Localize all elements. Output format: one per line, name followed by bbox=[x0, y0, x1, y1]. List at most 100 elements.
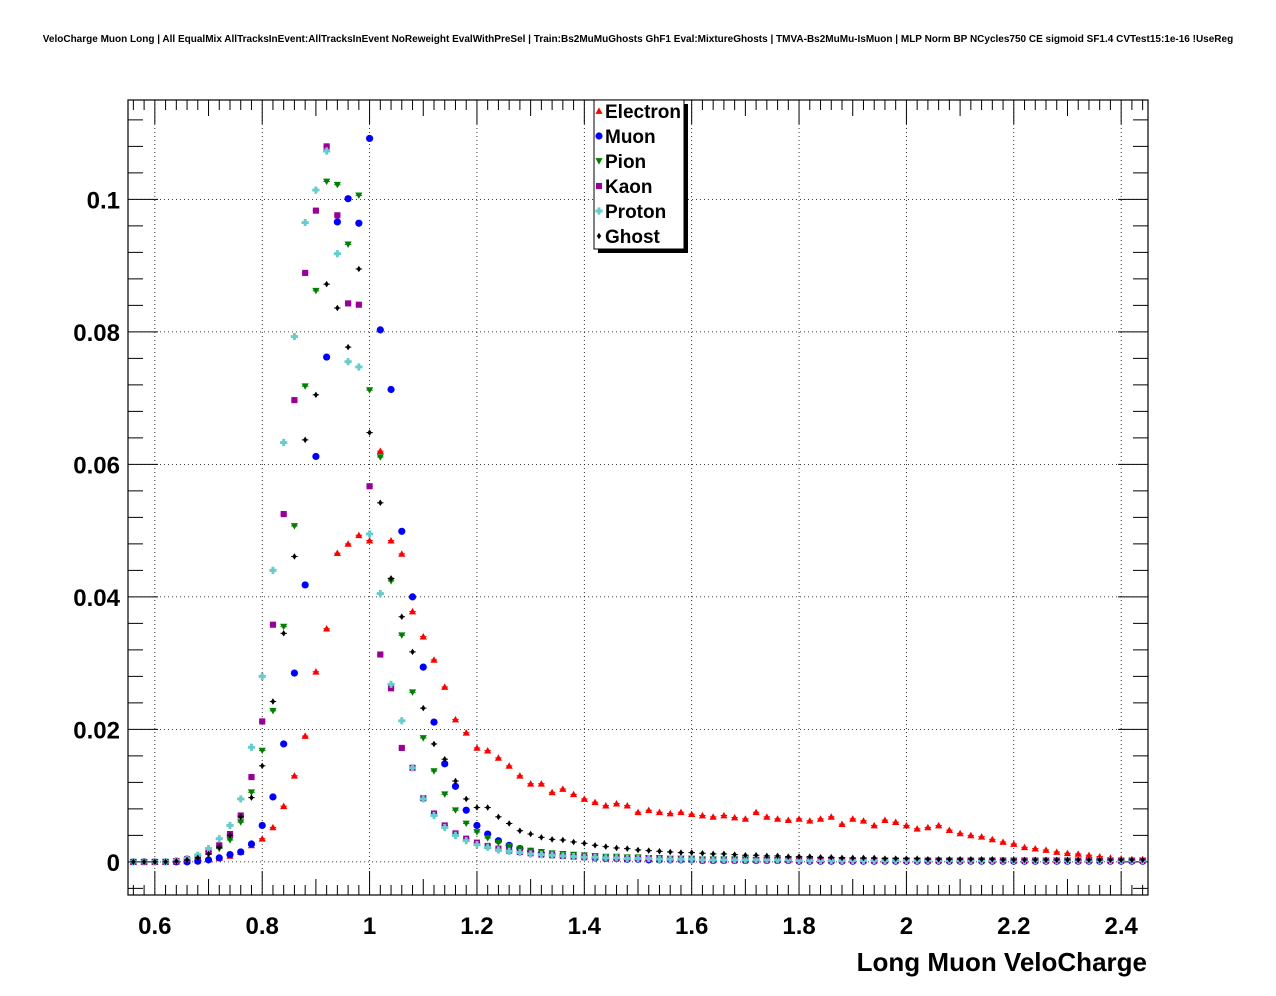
data-point bbox=[1108, 856, 1113, 864]
data-point bbox=[882, 855, 888, 862]
data-point bbox=[731, 856, 739, 864]
data-point bbox=[260, 762, 265, 770]
data-point bbox=[451, 782, 460, 790]
data-point bbox=[967, 831, 975, 839]
data-point bbox=[902, 821, 911, 829]
data-point bbox=[925, 855, 931, 863]
data-point bbox=[784, 856, 792, 864]
data-point bbox=[806, 856, 814, 865]
data-point bbox=[335, 304, 340, 312]
series-ghost bbox=[130, 265, 1146, 866]
data-point bbox=[473, 744, 481, 751]
data-point bbox=[323, 625, 331, 632]
y-tick-label: 0.1 bbox=[87, 187, 120, 214]
data-point bbox=[408, 607, 417, 615]
x-tick-label: 2.4 bbox=[1104, 913, 1138, 940]
data-point bbox=[1065, 856, 1070, 864]
data-point bbox=[688, 855, 696, 863]
data-point bbox=[850, 854, 855, 862]
data-point bbox=[784, 816, 792, 824]
data-point bbox=[258, 672, 266, 680]
data-point bbox=[290, 523, 299, 530]
data-point bbox=[247, 743, 256, 751]
data-point bbox=[1043, 856, 1049, 864]
data-point bbox=[872, 854, 877, 862]
data-point bbox=[947, 855, 952, 863]
data-point bbox=[376, 326, 384, 334]
data-point bbox=[238, 813, 243, 821]
data-point bbox=[839, 854, 845, 862]
legend-marker bbox=[595, 132, 603, 140]
data-point bbox=[548, 788, 556, 796]
legend-label: Pion bbox=[605, 152, 646, 173]
data-point bbox=[163, 858, 168, 866]
data-point bbox=[290, 332, 299, 341]
data-point bbox=[247, 789, 256, 796]
data-point bbox=[365, 536, 374, 544]
data-point bbox=[421, 704, 426, 712]
legend-entry-ghost: Ghost bbox=[596, 227, 661, 248]
legend-label: Electron bbox=[605, 102, 681, 123]
data-point bbox=[818, 853, 823, 861]
x-tick-label: 2 bbox=[900, 913, 913, 940]
data-point bbox=[677, 855, 685, 863]
data-point bbox=[829, 853, 834, 861]
data-point bbox=[688, 810, 696, 818]
legend-entry-pion: Pion bbox=[595, 152, 646, 173]
data-point bbox=[378, 499, 383, 507]
data-point bbox=[280, 802, 288, 810]
data-point bbox=[763, 813, 771, 820]
data-point bbox=[442, 755, 447, 763]
data-point bbox=[559, 785, 567, 792]
data-point bbox=[646, 847, 651, 854]
data-point bbox=[752, 808, 760, 816]
data-point bbox=[292, 553, 297, 560]
data-point bbox=[215, 835, 223, 843]
data-point bbox=[398, 550, 406, 557]
data-point bbox=[280, 623, 288, 631]
data-point bbox=[795, 815, 803, 822]
data-point bbox=[345, 343, 351, 351]
data-point bbox=[355, 301, 362, 308]
data-point bbox=[657, 848, 662, 855]
legend-marker bbox=[595, 107, 603, 114]
data-point bbox=[861, 854, 866, 862]
data-point bbox=[625, 845, 630, 852]
data-point bbox=[399, 613, 404, 620]
data-point bbox=[419, 633, 427, 640]
data-point bbox=[709, 813, 717, 820]
data-point bbox=[689, 849, 694, 856]
data-point bbox=[226, 821, 234, 830]
grid-lines bbox=[128, 100, 1148, 895]
chart-title: VeloCharge Muon Long | All EqualMix AllT… bbox=[43, 34, 1233, 45]
data-point bbox=[484, 835, 492, 842]
data-point bbox=[367, 429, 372, 436]
data-point bbox=[451, 715, 460, 723]
data-point bbox=[720, 811, 728, 819]
data-point bbox=[634, 854, 642, 863]
x-tick-label: 2.2 bbox=[997, 913, 1030, 940]
data-point bbox=[312, 668, 320, 675]
data-point bbox=[344, 358, 352, 366]
data-point bbox=[732, 851, 737, 858]
data-point bbox=[441, 791, 449, 798]
data-point bbox=[344, 241, 352, 249]
data-point bbox=[741, 856, 749, 864]
data-point bbox=[451, 831, 460, 839]
data-point bbox=[957, 855, 963, 863]
data-point bbox=[539, 834, 544, 841]
data-point bbox=[764, 852, 770, 860]
data-point bbox=[977, 833, 986, 840]
y-tick-label: 0.02 bbox=[73, 717, 120, 744]
data-point bbox=[410, 648, 415, 656]
data-point bbox=[773, 815, 782, 822]
legend-box bbox=[593, 99, 685, 250]
data-point bbox=[591, 853, 599, 861]
data-point bbox=[484, 843, 492, 851]
data-point bbox=[217, 844, 222, 851]
data-point bbox=[537, 850, 545, 859]
data-point bbox=[398, 632, 406, 639]
data-point bbox=[614, 844, 619, 852]
data-point bbox=[430, 768, 438, 775]
data-point bbox=[226, 837, 234, 844]
